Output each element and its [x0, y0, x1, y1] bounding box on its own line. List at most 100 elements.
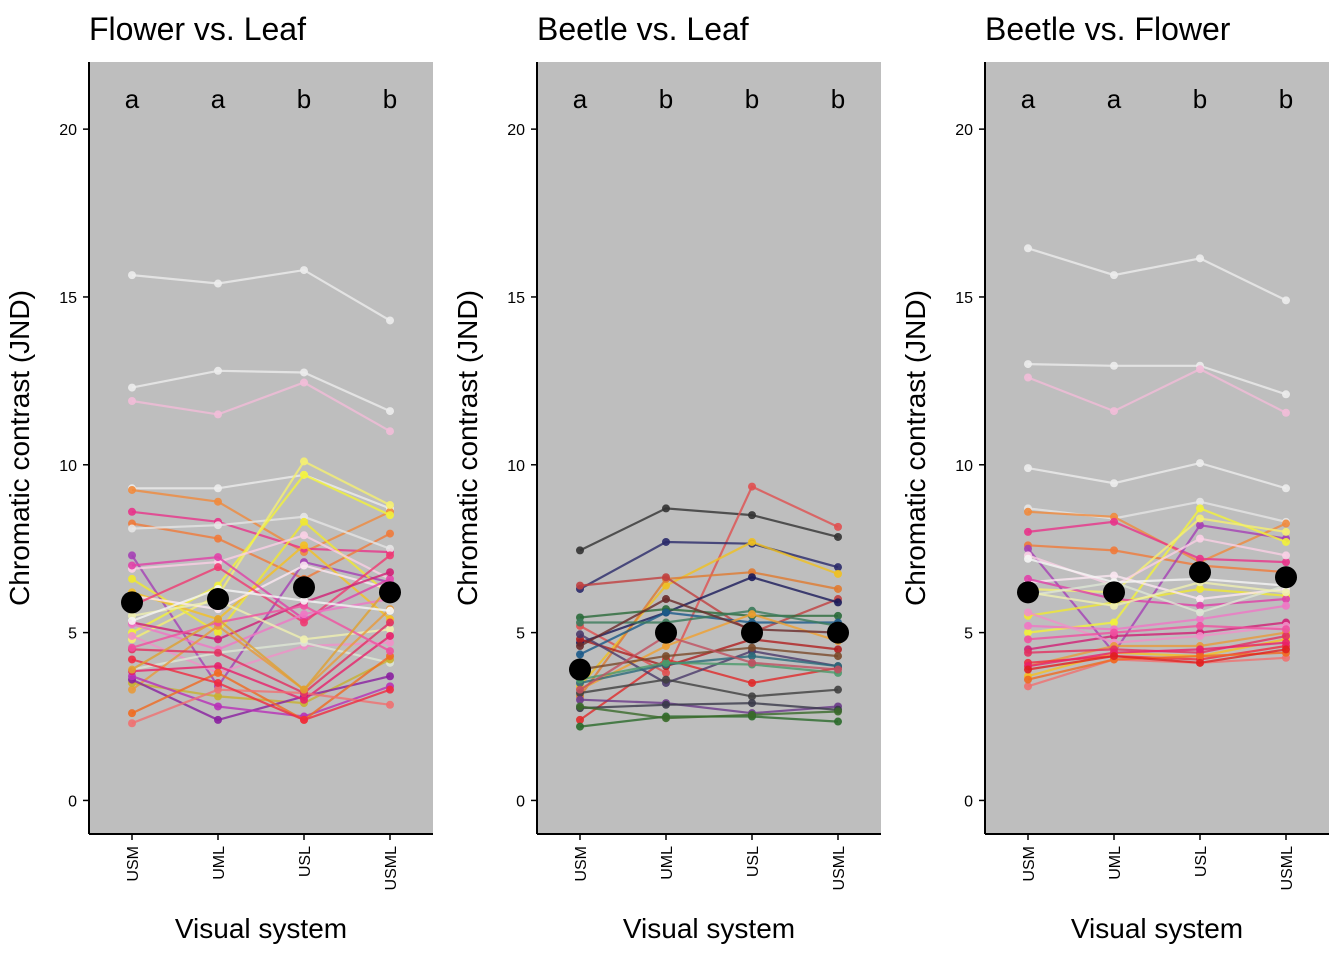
series-line: [131, 515, 391, 550]
series-line: [579, 661, 839, 681]
series-line: [131, 641, 391, 671]
data-point: [214, 662, 222, 671]
data-point: [214, 702, 222, 711]
plot-background: [985, 62, 1329, 834]
x-tick-label: UML: [1107, 846, 1124, 880]
mean-marker: [827, 621, 849, 644]
chart-title: Flower vs. Leaf: [89, 11, 306, 47]
data-point: [1282, 408, 1290, 417]
data-point: [214, 410, 222, 419]
data-point: [386, 501, 394, 510]
data-point: [300, 685, 308, 694]
data-point: [1282, 588, 1290, 597]
series-line: [1027, 587, 1287, 617]
data-point: [1110, 407, 1118, 416]
mean-marker: [1103, 581, 1125, 604]
series-line: [131, 268, 391, 322]
x-tick-label: USML: [831, 846, 848, 891]
data-point: [834, 685, 842, 694]
chart-panel: Beetle vs. Flower 0 5 10 15 20 Chromatic contr…: [900, 11, 1329, 944]
data-point: [128, 643, 136, 652]
data-point: [576, 618, 584, 627]
data-point: [214, 685, 222, 694]
series-line: [579, 540, 839, 590]
data-point: [386, 700, 394, 709]
data-point: [1196, 554, 1204, 563]
significance-letter: b: [383, 84, 397, 114]
mean-marker: [1017, 581, 1039, 604]
data-point: [1196, 631, 1204, 640]
mean-marker: [379, 581, 401, 604]
series-line: [1027, 581, 1287, 614]
data-point: [748, 511, 756, 520]
data-point: [748, 573, 756, 582]
data-point: [576, 650, 584, 659]
data-point: [128, 631, 136, 640]
series: [1024, 244, 1290, 305]
series: [128, 266, 394, 325]
data-point: [748, 537, 756, 546]
series-line: [131, 635, 391, 701]
series-line: [579, 576, 839, 644]
data-point: [214, 615, 222, 624]
series-line: [579, 633, 839, 685]
data-point: [1110, 546, 1118, 555]
series-line: [1027, 367, 1287, 414]
significance-letter: a: [1021, 84, 1036, 114]
significance-letter: b: [297, 84, 311, 114]
data-point: [128, 616, 136, 625]
y-tick-label: 10: [59, 458, 77, 475]
series-line: [131, 675, 391, 718]
series-line: [579, 698, 839, 715]
data-point: [1024, 621, 1032, 630]
series-line: [579, 597, 839, 647]
data-point: [662, 581, 670, 590]
data-point: [1282, 625, 1290, 634]
series-line: [1027, 544, 1287, 574]
data-point: [214, 497, 222, 506]
data-point: [214, 484, 222, 493]
x-tick-label: USM: [1021, 846, 1038, 882]
data-point: [1024, 665, 1032, 674]
series: [128, 581, 394, 694]
data-point: [300, 457, 308, 466]
data-point: [1282, 551, 1290, 560]
data-point: [300, 610, 308, 619]
data-point: [128, 485, 136, 494]
data-point: [1110, 517, 1118, 526]
x-tick-label: USML: [1279, 846, 1296, 891]
significance-letter: a: [1107, 84, 1122, 114]
data-point: [1024, 464, 1032, 473]
data-point: [128, 719, 136, 728]
data-point: [1196, 652, 1204, 661]
y-tick-label: 20: [59, 122, 77, 139]
data-point: [662, 608, 670, 617]
data-point: [1196, 365, 1204, 374]
data-point: [1196, 459, 1204, 468]
series-line: [131, 688, 391, 725]
series-line: [131, 534, 391, 580]
series-line: [131, 599, 391, 641]
y-tick-label: 5: [68, 626, 77, 643]
series-line: [131, 555, 391, 621]
series-line: [131, 584, 391, 692]
data-point: [386, 672, 394, 681]
mean-marker: [121, 591, 143, 614]
data-point: [1196, 584, 1204, 593]
data-point: [834, 584, 842, 593]
data-point: [1110, 479, 1118, 488]
data-point: [1196, 645, 1204, 654]
data-point: [1024, 608, 1032, 617]
data-point: [386, 685, 394, 694]
data-point: [214, 668, 222, 677]
data-point: [1196, 595, 1204, 604]
mean-marker: [293, 576, 315, 599]
data-point: [1024, 544, 1032, 553]
x-tick-label: USL: [745, 846, 762, 877]
data-point: [214, 553, 222, 562]
series-line: [1027, 648, 1287, 671]
data-point: [128, 709, 136, 718]
data-point: [1110, 618, 1118, 627]
series-line: [1027, 247, 1287, 302]
